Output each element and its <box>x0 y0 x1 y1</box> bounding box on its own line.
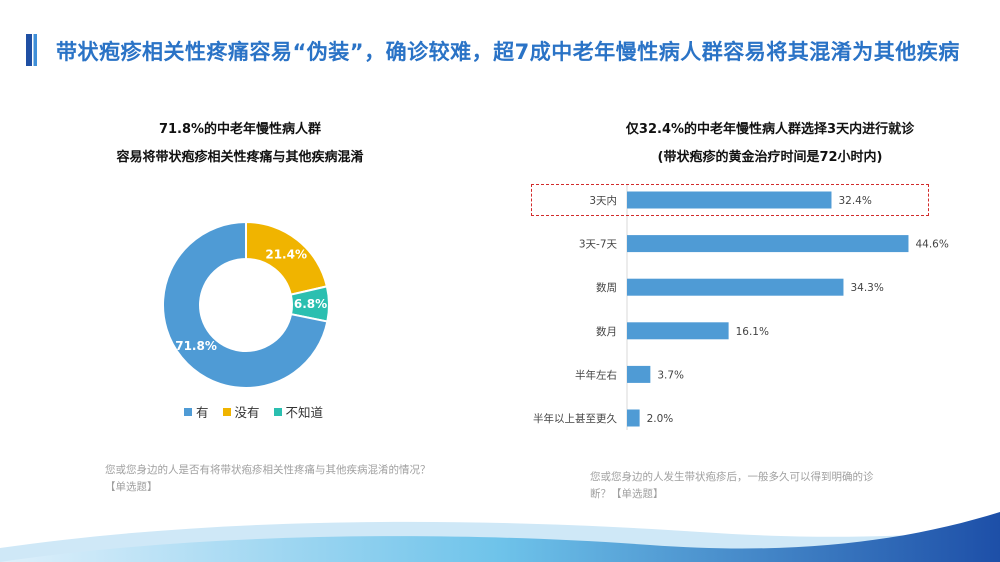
bar-months-category: 数月 <box>596 325 617 338</box>
bar-weeks <box>627 278 844 296</box>
bar-chart-title: 仅32.4%的中老年慢性病人群选择3天内进行就诊 (带状疱疹的黄金治疗时间是72… <box>560 116 980 172</box>
legend-item-yes: 有 <box>184 402 209 421</box>
bar-half-year-category: 半年左右 <box>575 368 617 381</box>
donut-legend: 有 没有 不知道 <box>184 402 323 421</box>
bar-3-days-value: 32.4% <box>838 195 871 207</box>
bar-months <box>627 322 729 340</box>
donut-slice-yes <box>162 220 329 389</box>
bar-3-days-category: 3天内 <box>589 194 617 207</box>
bar-over-half-year <box>627 409 640 427</box>
bar-half-year <box>627 365 651 383</box>
donut-label-no: 21.4% <box>265 248 307 262</box>
bar-months-value: 16.1% <box>736 326 769 338</box>
bar-footnote-question: 您或您身边的人发生带状疱疹后，一般多久可以得到明确的诊 <box>590 471 874 483</box>
bar-3-7-days <box>627 235 909 253</box>
legend-item-unknown: 不知道 <box>273 402 324 421</box>
donut-title-line2: 容易将带状疱疹相关性疼痛与其他疾病混淆 <box>116 150 364 165</box>
bar-over-half-year-value: 2.0% <box>647 413 674 425</box>
bar-over-half-year-category: 半年以上甚至更久 <box>533 412 617 425</box>
bar-weeks-category: 数周 <box>596 281 617 294</box>
legend-item-no: 没有 <box>222 402 260 421</box>
donut-label-yes: 71.8% <box>175 339 217 353</box>
donut-footnote-question: 您或您身边的人是否有将带状疱疹相关性疼痛与其他疾病混淆的情况？ <box>105 464 431 476</box>
bar-footnote: 您或您身边的人发生带状疱疹后，一般多久可以得到明确的诊 断？【单选题】 <box>590 469 920 503</box>
bottom-wave <box>0 512 1000 562</box>
donut-title-line1: 71.8%的中老年慢性病人群 <box>158 122 322 137</box>
bar-footnote-type: 断？【单选题】 <box>590 488 664 500</box>
legend-label: 不知道 <box>285 405 324 420</box>
bar-title-line2: (带状疱疹的黄金治疗时间是72小时内) <box>657 150 883 165</box>
legend-swatch <box>184 407 192 416</box>
legend-swatch <box>222 407 231 416</box>
title-accent-bar <box>26 34 37 66</box>
bar-3-days <box>627 191 832 209</box>
bar-3-7-days-category: 3天-7天 <box>579 239 618 251</box>
donut-footnote: 您或您身边的人是否有将带状疱疹相关性疼痛与其他疾病混淆的情况？ 【单选题】 <box>105 462 465 496</box>
legend-label: 有 <box>196 405 209 420</box>
bar-weeks-value: 34.3% <box>850 282 883 294</box>
donut-label-unknown: 6.8% <box>294 297 327 311</box>
bar-title-line1: 仅32.4%的中老年慢性病人群选择3天内进行就诊 <box>625 122 915 137</box>
donut-footnote-type: 【单选题】 <box>105 481 158 493</box>
legend-swatch <box>273 407 282 416</box>
bar-3-7-days-value: 44.6% <box>915 239 948 251</box>
donut-chart-title: 71.8%的中老年慢性病人群 容易将带状疱疹相关性疼痛与其他疾病混淆 <box>60 116 420 172</box>
page-title: 带状疱疹相关性疼痛容易“伪装”，确诊较难，超7成中老年慢性病人群容易将其混淆为其… <box>56 40 960 64</box>
bar-half-year-value: 3.7% <box>657 369 684 381</box>
highlight-box-3-days <box>531 184 929 216</box>
legend-label: 没有 <box>234 405 260 420</box>
